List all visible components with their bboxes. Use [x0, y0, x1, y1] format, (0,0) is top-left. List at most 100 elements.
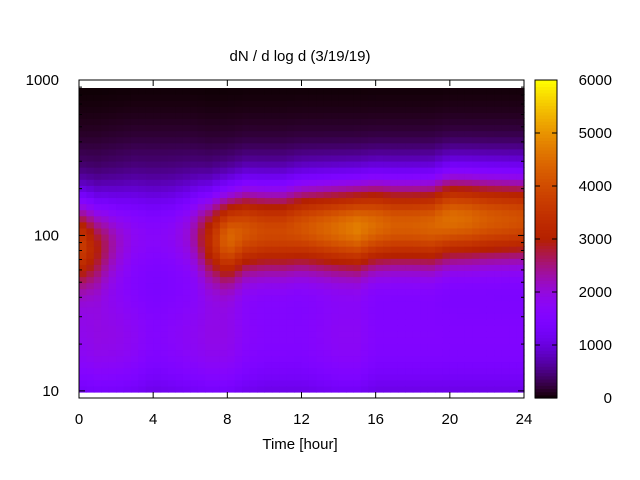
heatmap-cell [138, 185, 147, 192]
heatmap-cell [271, 94, 280, 101]
heatmap-cell [383, 191, 392, 199]
heatmap-cell [212, 130, 221, 138]
heatmap-cell [101, 355, 110, 363]
heatmap-cell [397, 252, 406, 259]
heatmap-cell [190, 270, 199, 278]
heatmap-cell [286, 300, 295, 308]
heatmap-cell [116, 118, 125, 126]
heatmap-cell [516, 154, 525, 162]
heatmap-cell [286, 215, 295, 223]
heatmap-cell [79, 331, 88, 338]
heatmap-cell [279, 160, 288, 168]
heatmap-cell [464, 130, 473, 138]
colorbar-step [535, 118, 557, 122]
heatmap-cell [509, 185, 518, 192]
heatmap-cell [160, 306, 169, 314]
heatmap-cell [501, 142, 510, 150]
heatmap-cell [427, 276, 436, 284]
heatmap-cell [427, 124, 436, 132]
heatmap-cell [234, 173, 243, 180]
heatmap-cell [234, 94, 243, 101]
heatmap-cell [175, 148, 184, 156]
heatmap-cell [331, 246, 340, 253]
heatmap-cell [153, 282, 162, 290]
heatmap-cell [116, 185, 125, 192]
heatmap-cell [435, 367, 444, 375]
heatmap-cell [375, 300, 384, 308]
heatmap-cell [257, 167, 266, 174]
heatmap-cell [93, 306, 102, 314]
heatmap-cell [331, 191, 340, 199]
heatmap-cell [360, 130, 369, 138]
heatmap-cell [79, 191, 88, 199]
heatmap-cell [368, 160, 377, 168]
heatmap-cell [464, 118, 473, 126]
heatmap-cell [123, 100, 132, 107]
heatmap-cell [234, 100, 243, 107]
heatmap-cell [486, 160, 495, 168]
heatmap-cell [338, 154, 347, 162]
heatmap-cell [168, 94, 177, 101]
heatmap-cell [383, 173, 392, 180]
heatmap-cell [442, 154, 451, 162]
heatmap-cell [464, 379, 473, 387]
heatmap-cell [457, 160, 466, 168]
heatmap-cell [353, 106, 362, 113]
heatmap-cell [442, 106, 451, 113]
heatmap-cell [190, 136, 199, 144]
heatmap-cell [242, 106, 251, 113]
heatmap-cell [442, 136, 451, 144]
heatmap-cell [257, 385, 266, 393]
heatmap-cell [301, 209, 310, 217]
colorbar-step [535, 359, 557, 364]
heatmap-cell [130, 203, 139, 211]
heatmap-cell [390, 197, 399, 205]
heatmap-cell [227, 124, 236, 132]
heatmap-cell [308, 306, 317, 314]
heatmap-cell [308, 142, 317, 150]
heatmap-cell [168, 306, 177, 314]
heatmap-cell [464, 136, 473, 144]
heatmap-cell [501, 276, 510, 284]
heatmap-cell [138, 319, 147, 326]
heatmap-cell [308, 233, 317, 241]
heatmap-cell [212, 160, 221, 168]
heatmap-cell [427, 130, 436, 138]
heatmap-cell [486, 288, 495, 296]
heatmap-cell [420, 288, 429, 296]
heatmap-cell [442, 319, 451, 326]
heatmap-cell [79, 246, 88, 253]
heatmap-cell [494, 142, 503, 150]
heatmap-cell [435, 191, 444, 199]
heatmap-cell [338, 185, 347, 192]
colorbar-step [535, 254, 557, 259]
heatmap-cell [338, 361, 347, 369]
heatmap-cell [145, 94, 154, 101]
heatmap-cell [449, 221, 458, 229]
heatmap-cell [249, 142, 258, 150]
heatmap-cell [182, 258, 191, 265]
heatmap-cell [397, 130, 406, 138]
heatmap-cell [338, 179, 347, 186]
x-tick-label: 4 [149, 411, 157, 428]
heatmap-cell [279, 221, 288, 229]
heatmap-cell [264, 185, 273, 192]
heatmap-cell [116, 148, 125, 156]
heatmap-cell [442, 221, 451, 229]
heatmap-cell [123, 130, 132, 138]
heatmap-cell [486, 294, 495, 302]
heatmap-cell [93, 185, 102, 192]
heatmap-cell [130, 136, 139, 144]
heatmap-cell [323, 142, 332, 150]
heatmap-cell [108, 203, 117, 211]
heatmap-cell [205, 337, 214, 344]
heatmap-cell [353, 300, 362, 308]
heatmap-cell [145, 349, 154, 357]
heatmap-cell [331, 203, 340, 211]
heatmap-cell [227, 167, 236, 174]
heatmap-cell [360, 173, 369, 180]
heatmap-cell [294, 233, 303, 241]
heatmap-cell [219, 252, 228, 259]
heatmap-cell [79, 294, 88, 302]
heatmap-cell [405, 173, 414, 180]
